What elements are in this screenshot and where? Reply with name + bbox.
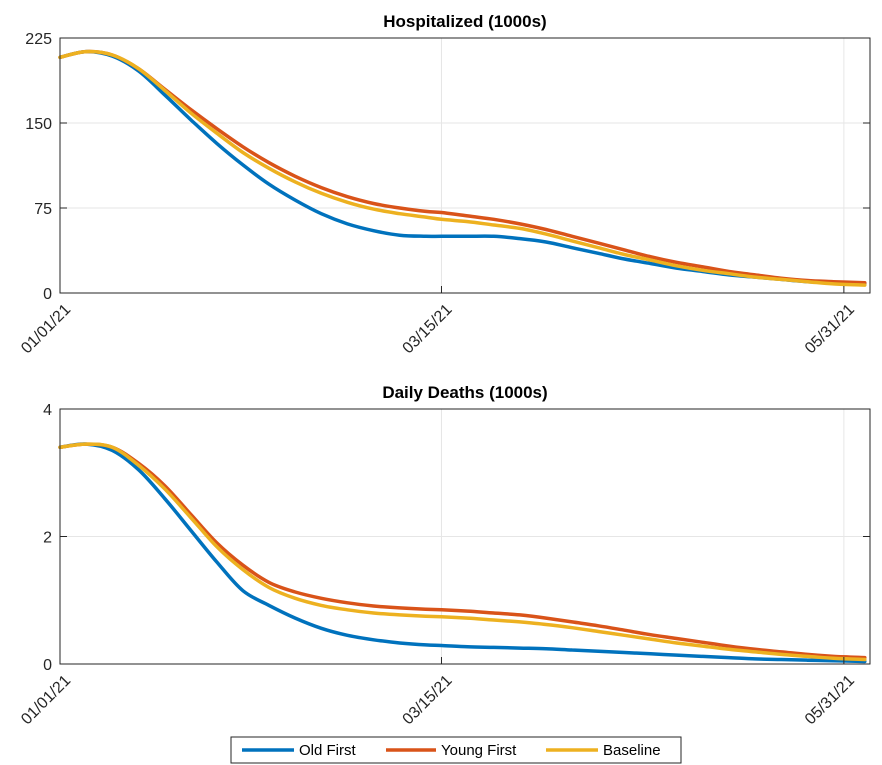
y-ticks-hospitalized: 0 75 150 225 bbox=[25, 31, 870, 303]
x-tick-label: 01/01/21 bbox=[18, 301, 74, 357]
series-line-baseline-hospitalized bbox=[58, 49, 867, 287]
y-tick-label: 75 bbox=[34, 201, 52, 218]
legend-item-old-first: Old First bbox=[242, 742, 357, 759]
plot-area-hospitalized bbox=[60, 38, 870, 293]
legend-label-baseline: Baseline bbox=[603, 742, 661, 759]
y-tick-label: 0 bbox=[43, 286, 52, 303]
y-tick-label: 225 bbox=[25, 31, 52, 48]
y-ticks-daily-deaths: 0 2 4 bbox=[43, 402, 870, 674]
y-tick-label: 150 bbox=[25, 116, 52, 133]
legend-label-old-first: Old First bbox=[299, 742, 357, 759]
lines-hospitalized bbox=[58, 49, 867, 287]
x-ticks-hospitalized: 01/01/21 03/15/21 05/31/21 bbox=[18, 286, 858, 357]
series-line-baseline-daily-deaths bbox=[58, 442, 867, 662]
axes-box-hospitalized bbox=[59, 37, 871, 294]
x-tick-label: 03/15/21 bbox=[400, 672, 456, 728]
x-tick-label: 01/01/21 bbox=[18, 672, 74, 728]
chart-title-hospitalized: Hospitalized (1000s) bbox=[383, 12, 546, 31]
x-tick-label: 05/31/21 bbox=[802, 301, 858, 357]
chart-title-daily-deaths: Daily Deaths (1000s) bbox=[382, 383, 547, 402]
series-line-young-first-daily-deaths bbox=[58, 442, 867, 660]
x-tick-label: 05/31/21 bbox=[802, 672, 858, 728]
series-line-young-first-hospitalized bbox=[58, 49, 867, 285]
legend: Old First Young First Baseline bbox=[230, 736, 682, 764]
lines-daily-deaths bbox=[58, 442, 867, 664]
y-tick-label: 2 bbox=[43, 530, 52, 547]
x-ticks-daily-deaths: 01/01/21 03/15/21 05/31/21 bbox=[18, 657, 858, 728]
x-tick-label: 03/15/21 bbox=[400, 301, 456, 357]
y-tick-label: 4 bbox=[43, 402, 52, 419]
daily-deaths-chart: Daily Deaths (1000s) 0 2 4 01/01/21 03/15/2… bbox=[18, 383, 871, 728]
series-line-old-first-daily-deaths bbox=[58, 442, 867, 664]
legend-label-young-first: Young First bbox=[441, 742, 517, 759]
legend-item-baseline: Baseline bbox=[546, 742, 661, 759]
legend-item-young-first: Young First bbox=[386, 742, 517, 759]
legend-box bbox=[230, 736, 682, 764]
y-tick-label: 0 bbox=[43, 657, 52, 674]
